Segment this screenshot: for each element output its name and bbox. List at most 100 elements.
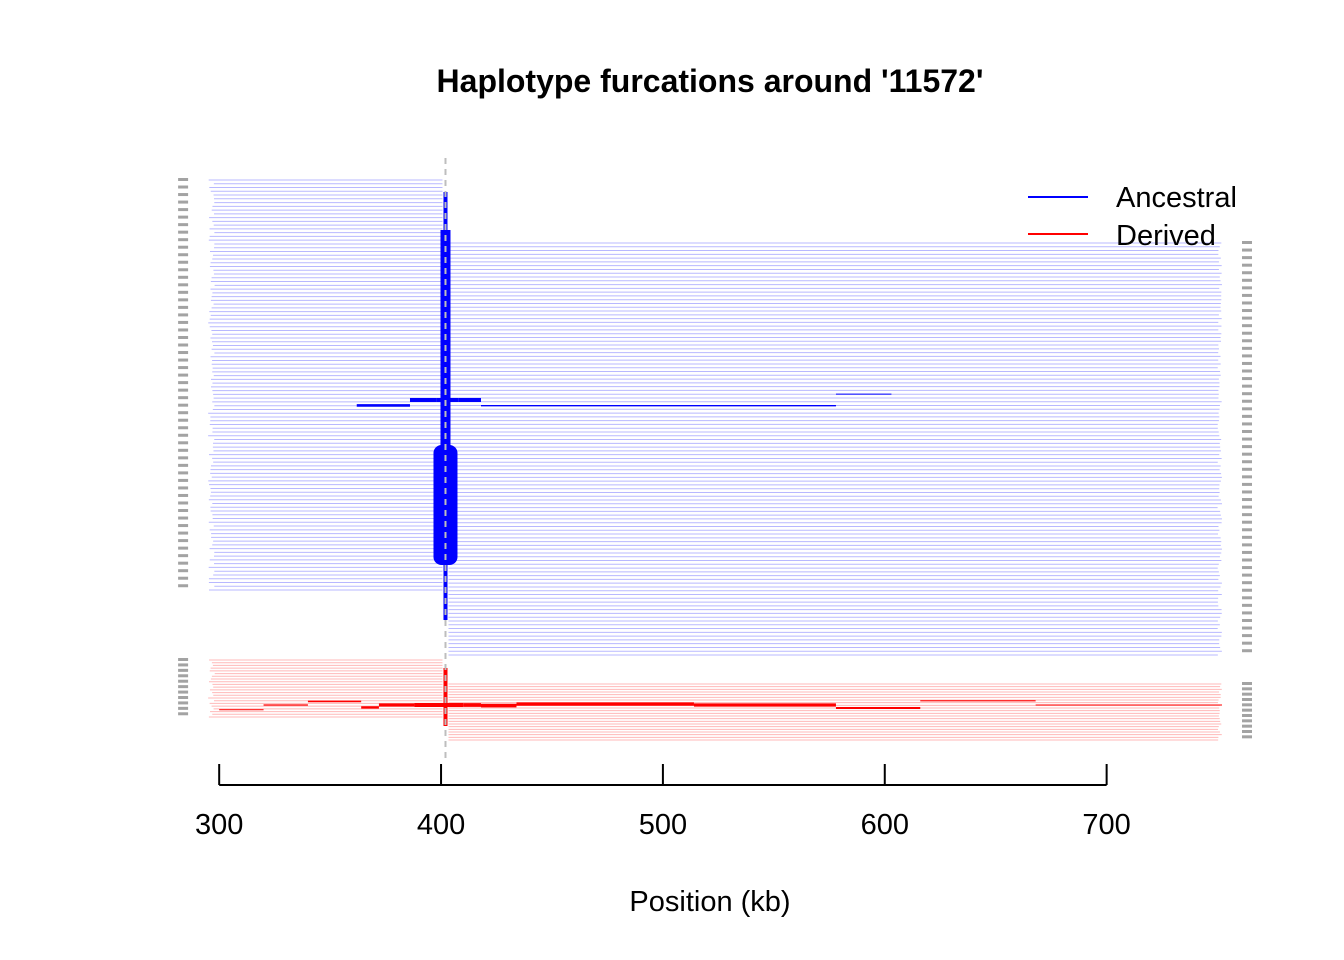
haplotype-label-right	[1242, 730, 1252, 733]
haplotype-label-left	[178, 663, 189, 667]
haplotype-label-left	[178, 493, 189, 497]
legend-label-ancestral: Ancestral	[1116, 182, 1237, 214]
haplotype-label-left	[178, 478, 189, 482]
legend-label-derived: Derived	[1116, 220, 1216, 252]
haplotype-label-right	[1242, 331, 1252, 335]
haplotype-label-right	[1242, 414, 1252, 418]
x-tick-label: 400	[417, 809, 465, 841]
haplotype-label-right	[1242, 687, 1252, 691]
haplotype-label-right	[1242, 256, 1252, 260]
haplotype-label-right	[1242, 535, 1252, 539]
legend: Ancestral Derived	[1028, 182, 1237, 252]
haplotype-label-right	[1242, 724, 1252, 728]
haplotype-label-right	[1242, 692, 1252, 696]
haplotype-label-right	[1242, 475, 1252, 479]
haplotype-label-left	[178, 223, 189, 227]
haplotype-label-left	[178, 524, 189, 528]
haplotype-label-right	[1242, 626, 1252, 630]
haplotype-label-right	[1242, 316, 1252, 320]
x-axis: 300 400 500 600 700	[195, 764, 1131, 841]
haplotype-label-right	[1242, 735, 1252, 739]
haplotype-label-left	[178, 456, 189, 460]
haplotype-label-left	[178, 313, 189, 317]
haplotype-label-left	[178, 215, 189, 219]
haplotype-label-left	[178, 509, 189, 513]
haplotype-label-right	[1242, 445, 1252, 449]
haplotype-label-left	[178, 320, 189, 324]
haplotype-label-right	[1242, 641, 1252, 645]
derived-haplotypes	[178, 658, 1252, 741]
haplotype-label-right	[1242, 346, 1252, 350]
haplotype-label-left	[178, 358, 189, 362]
haplotype-label-left	[178, 426, 189, 430]
haplotype-label-left	[178, 690, 189, 694]
haplotype-label-left	[178, 193, 189, 197]
haplotype-label-right	[1242, 490, 1252, 494]
haplotype-label-right	[1242, 634, 1252, 638]
haplotype-label-left	[178, 561, 189, 565]
x-tick-label: 700	[1082, 809, 1130, 841]
haplotype-label-right	[1242, 354, 1252, 358]
haplotype-label-left	[178, 668, 189, 672]
haplotype-label-left	[178, 554, 189, 558]
haplotype-label-right	[1242, 714, 1252, 717]
haplotype-label-right	[1242, 513, 1252, 517]
haplotype-label-left	[178, 275, 189, 279]
x-tick-label: 600	[861, 809, 909, 841]
haplotype-label-left	[178, 418, 189, 422]
haplotype-label-right	[1242, 566, 1252, 570]
haplotype-label-left	[178, 381, 189, 385]
haplotype-label-left	[178, 185, 189, 189]
haplotype-label-left	[178, 576, 189, 580]
haplotype-label-right	[1242, 708, 1252, 712]
haplotype-label-left	[178, 260, 189, 264]
haplotype-label-left	[178, 283, 189, 287]
haplotype-label-left	[178, 305, 189, 309]
haplotype-label-right	[1242, 369, 1252, 373]
haplotype-label-right	[1242, 596, 1252, 600]
haplotype-label-left	[178, 546, 189, 550]
haplotype-label-left	[178, 238, 189, 242]
haplotype-label-right	[1242, 558, 1252, 562]
haplotype-label-left	[178, 298, 189, 302]
haplotype-label-left	[178, 335, 189, 339]
haplotype-label-right	[1242, 399, 1252, 403]
haplotype-label-right	[1242, 520, 1252, 524]
haplotype-label-left	[178, 706, 189, 710]
haplotype-label-left	[178, 658, 189, 661]
haplotype-label-left	[178, 674, 189, 678]
haplotype-label-right	[1242, 611, 1252, 615]
haplotype-label-right	[1242, 618, 1252, 622]
haplotype-label-right	[1242, 384, 1252, 388]
haplotype-label-right	[1242, 301, 1252, 305]
haplotype-label-right	[1242, 324, 1252, 328]
haplotype-label-left	[178, 290, 189, 294]
haplotype-label-left	[178, 388, 189, 392]
haplotype-label-right	[1242, 429, 1252, 433]
haplotype-label-right	[1242, 241, 1252, 244]
haplotype-label-left	[178, 245, 189, 249]
haplotype-label-right	[1242, 278, 1252, 282]
haplotype-label-left	[178, 463, 189, 467]
haplotype-label-left	[178, 569, 189, 573]
haplotype-label-right	[1242, 698, 1252, 701]
haplotype-label-left	[178, 200, 189, 204]
x-tick-label: 500	[639, 809, 687, 841]
haplotype-label-right	[1242, 407, 1252, 411]
x-tick-label: 300	[195, 809, 243, 841]
haplotype-label-right	[1242, 377, 1252, 381]
haplotype-label-left	[178, 373, 189, 377]
haplotype-label-right	[1242, 460, 1252, 464]
haplotype-label-right	[1242, 682, 1252, 685]
haplotype-label-right	[1242, 467, 1252, 471]
haplotype-label-left	[178, 471, 189, 475]
haplotype-label-right	[1242, 271, 1252, 275]
haplotype-label-right	[1242, 437, 1252, 441]
haplotype-label-right	[1242, 482, 1252, 486]
haplotype-label-right	[1242, 422, 1252, 426]
haplotype-label-right	[1242, 603, 1252, 607]
haplotype-label-left	[178, 178, 189, 181]
haplotype-label-left	[178, 584, 189, 588]
haplotype-label-left	[178, 366, 189, 370]
